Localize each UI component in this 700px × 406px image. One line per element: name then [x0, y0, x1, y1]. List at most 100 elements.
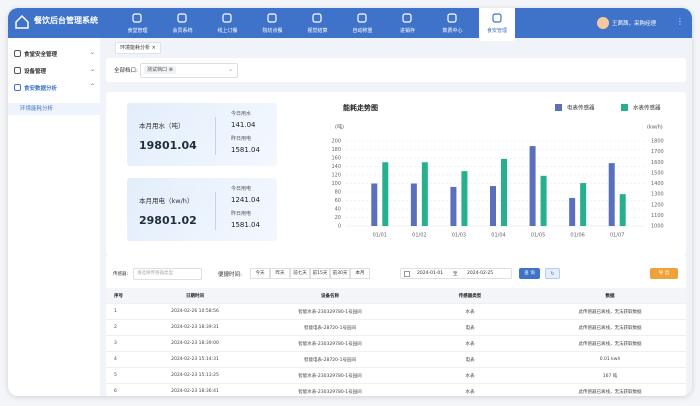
nav-item[interactable]: 视觉结算 [295, 8, 340, 38]
y2-tick-label: 1500 [651, 170, 664, 176]
quick-button[interactable]: 前七天 [290, 268, 310, 279]
nav-icon [357, 13, 367, 23]
x-tick-label: 01/01 [373, 233, 387, 239]
x-tick-label: 01/02 [412, 233, 426, 239]
quick-button[interactable]: 昨天 [270, 268, 290, 279]
nav-label: 线上订餐 [205, 27, 250, 34]
header-cell: 序号 [114, 293, 123, 299]
table-cell: 2024-02-23 18:36:41 [135, 389, 255, 394]
table-cell: 此传感器已离线，无法获取数据 [550, 325, 670, 331]
nav-icon-shape [403, 14, 411, 22]
sidebar-sub-item[interactable]: 环境能耗分析 [8, 103, 112, 115]
sidebar-icon [14, 50, 21, 57]
date-from: 2024-01-01 [417, 271, 443, 276]
nav-icon-shape [223, 14, 231, 22]
date-range[interactable]: 2024-01-01至2024-02-25 [400, 268, 512, 279]
bar [411, 184, 417, 227]
quick-button[interactable]: 前15天 [310, 268, 330, 279]
nav-item[interactable]: 线上订餐 [205, 8, 250, 38]
menu-icon[interactable]: ⋮ [676, 17, 684, 26]
user-name[interactable]: 王茜茜，采购经理 [612, 19, 656, 27]
table-cell: 167 吨 [550, 373, 670, 379]
y2-tick-label: 1800 [651, 139, 664, 145]
tab[interactable]: 环境能耗分析 × [115, 42, 161, 54]
table-cell: 2024-02-26 10:58:56 [135, 309, 255, 314]
nav-label: 院坊点餐 [250, 27, 295, 34]
quick-label: 便捷时间: [218, 270, 242, 278]
stall-select[interactable]: 测试档口 ⊗ ⌄ [140, 63, 238, 78]
y-tick-label: 120 [331, 173, 341, 179]
logo-icon [14, 14, 30, 30]
select-arrow: ⌄ [228, 66, 233, 73]
y-tick-label: 200 [331, 139, 341, 145]
nav-icon-shape [178, 14, 186, 22]
sidebar-label: 设备管理 [24, 67, 46, 75]
quick-button[interactable]: 本月 [350, 268, 370, 279]
search-button[interactable]: 查 询 [519, 268, 540, 279]
avatar[interactable] [597, 17, 609, 29]
table-cell: 2 [114, 325, 117, 330]
nav-item[interactable]: 进销存 [385, 8, 430, 38]
table-cell: 1 [114, 309, 117, 314]
nav-item[interactable]: 数费中心 [430, 8, 475, 38]
nav-icon-shape [268, 14, 276, 22]
nav-icon [447, 13, 457, 23]
y2-tick-label: 1100 [651, 213, 664, 219]
sidebar: 食堂安全管理⌄设备管理⌄食安数据分析⌃环境能耗分析 [8, 38, 100, 396]
y-tick-label: 160 [331, 156, 341, 162]
quick-button[interactable]: 今天 [250, 268, 270, 279]
nav-icon [177, 13, 187, 23]
legend-swatch [621, 104, 628, 111]
table-cell: 水表 [410, 389, 530, 395]
nav-icon [222, 13, 232, 23]
bar [620, 194, 626, 226]
table-cell: 电表 [410, 325, 530, 331]
table-row: 12024-02-26 10:58:56智能水表-230329780-1号园间水… [106, 304, 686, 320]
nav-label: 视觉结算 [295, 27, 340, 34]
sidebar-icon [14, 84, 21, 91]
table-cell: 智能水表-230329780-1号园间 [270, 373, 390, 379]
chevron: ⌄ [90, 49, 95, 56]
export-button[interactable]: 导 出 [650, 268, 678, 279]
bar [461, 171, 467, 226]
bar [382, 162, 388, 226]
tab-label: 环境能耗分析 [120, 45, 150, 51]
sensor-label: 传感器: [113, 271, 128, 277]
nav-icon [492, 13, 502, 23]
nav-item[interactable]: 食安管理 [479, 8, 515, 41]
quick-button[interactable]: 前30天 [330, 268, 350, 279]
filter-panel: 全部档口: 测试档口 ⊗ ⌄ [106, 58, 686, 82]
y-axis-label: (吨) [335, 124, 344, 131]
sidebar-item[interactable]: 设备管理⌄ [8, 65, 100, 77]
nav-item[interactable]: 院坊点餐 [250, 8, 295, 38]
bar [530, 146, 536, 226]
nav-item[interactable]: 会员系统 [160, 8, 205, 38]
x-tick-label: 01/07 [610, 233, 624, 239]
table-cell: 2024-02-23 15:13:25 [135, 373, 255, 378]
nav-item[interactable]: 自动称重 [340, 8, 385, 38]
nav-item[interactable]: 食堂管理 [115, 8, 160, 38]
sidebar-item[interactable]: 食安数据分析⌃ [8, 82, 100, 94]
header-cell: 传感器类型 [410, 293, 530, 299]
reset-button[interactable]: ↻ [545, 268, 560, 279]
bar [501, 159, 507, 226]
y2-tick-label: 1300 [651, 192, 664, 198]
bar [609, 163, 615, 226]
y-tick-label: 60 [335, 198, 341, 204]
nav-icon-shape [313, 14, 321, 22]
filter-label: 全部档口: [114, 66, 138, 74]
table-cell: 水表 [410, 341, 530, 347]
table-cell: 智能水表-230329780-1号园间 [270, 389, 390, 395]
table-cell: 3 [114, 341, 117, 346]
table-cell: 4 [114, 357, 117, 362]
nav-label: 食堂管理 [115, 27, 160, 34]
nav-icon [402, 13, 412, 23]
nav-icon-shape [133, 14, 141, 22]
table-row: 52024-02-23 15:13:25智能水表-230329780-1号园间水… [106, 368, 686, 384]
sidebar-item[interactable]: 食堂安全管理⌄ [8, 48, 100, 60]
y2-tick-label: 1400 [651, 181, 664, 187]
nav-label: 食安管理 [479, 27, 515, 34]
legend-swatch [555, 104, 562, 111]
sensor-select[interactable]: 请选择传感器类型 [133, 268, 202, 280]
y2-tick-label: 1200 [651, 202, 664, 208]
